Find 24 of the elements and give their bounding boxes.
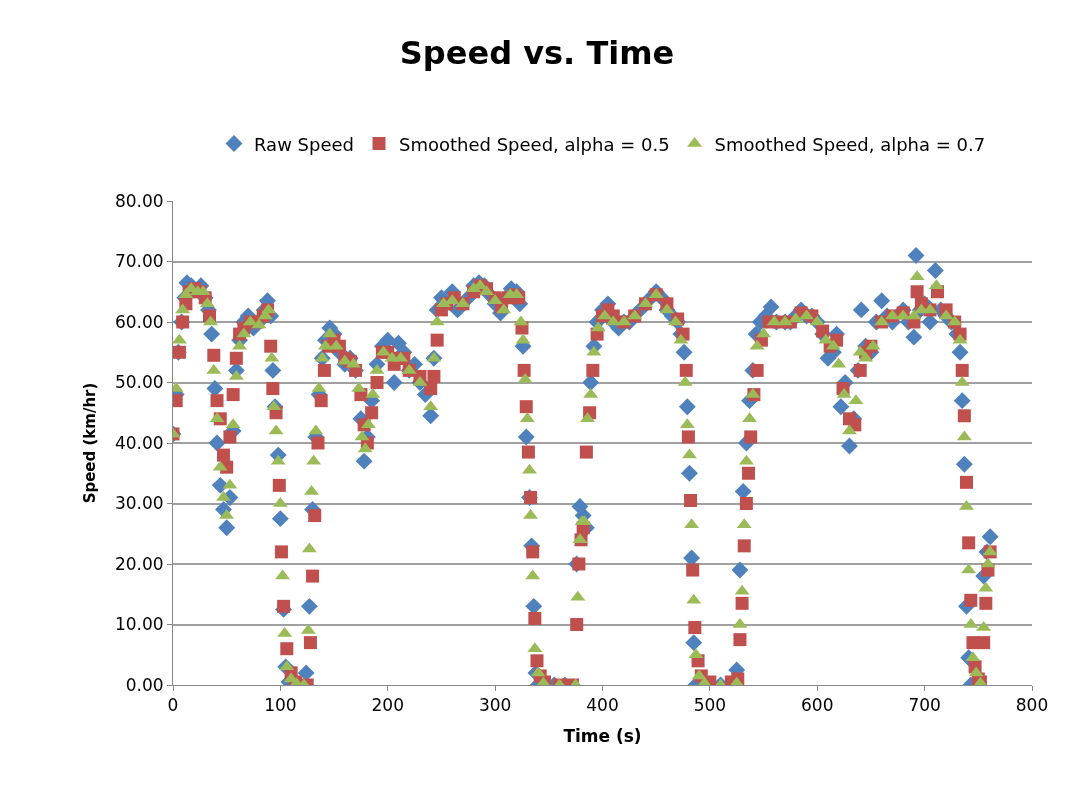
x-tick-label: 200 <box>371 695 404 716</box>
y-tick-label: 20.00 <box>114 553 164 574</box>
chart-title: Speed vs. Time <box>399 33 675 72</box>
legend-label: Smoothed Speed, alpha = 0.5 <box>399 133 670 155</box>
x-tick-label: 0 <box>167 695 179 716</box>
x-tick-label: 400 <box>586 695 619 716</box>
y-tick-label: 0.00 <box>125 674 164 695</box>
y-tick-label: 40.00 <box>114 432 164 453</box>
x-tick-label: 600 <box>801 695 834 716</box>
y-tick-label: 80.00 <box>114 190 164 211</box>
y-tick-label: 50.00 <box>114 372 164 393</box>
x-tick-label: 700 <box>908 695 941 716</box>
x-tick-label: 500 <box>693 695 727 716</box>
y-tick-label: 10.00 <box>114 614 164 635</box>
y-tick-label: 60.00 <box>114 311 164 332</box>
x-axis-title: Time (s) <box>563 725 642 746</box>
legend-label: Smoothed Speed, alpha = 0.7 <box>714 133 986 155</box>
y-tick-label: 70.00 <box>114 251 164 272</box>
x-tick-label: 800 <box>1015 695 1049 716</box>
y-axis-title: Speed (km/hr) <box>81 382 100 504</box>
x-tick-label: 300 <box>478 695 512 716</box>
y-tick-label: 30.00 <box>114 493 164 514</box>
legend-label: Raw Speed <box>254 133 355 155</box>
x-tick-label: 100 <box>264 695 297 716</box>
